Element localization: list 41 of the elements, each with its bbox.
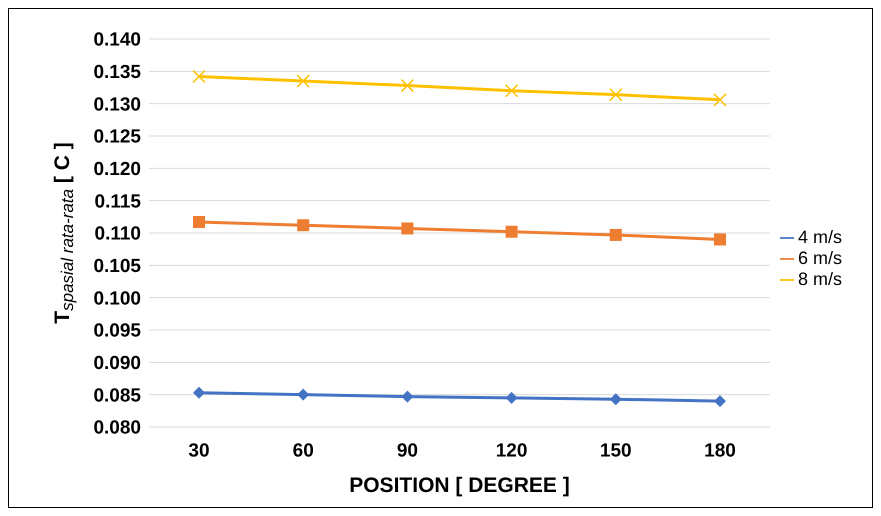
x-tick-label: 180 xyxy=(704,440,736,462)
y-tick-label: 0.095 xyxy=(93,320,142,342)
y-tick-label: 0.115 xyxy=(94,191,142,212)
x-tick-label: 120 xyxy=(496,440,528,462)
y-tick-label: 0.105 xyxy=(93,256,142,278)
y-tick-label: 0.130 xyxy=(93,94,141,116)
x-tick-label: 60 xyxy=(292,440,314,462)
y-tick-label: 0.080 xyxy=(93,418,141,439)
y-tick-label: 0.120 xyxy=(93,159,141,180)
point xyxy=(400,78,414,92)
point xyxy=(297,219,310,232)
point xyxy=(504,84,518,98)
point xyxy=(610,393,622,406)
legend-label: 8 m/s xyxy=(798,268,842,288)
point xyxy=(401,390,414,403)
point xyxy=(192,70,206,84)
x-tick-label: 90 xyxy=(396,440,418,462)
point xyxy=(193,386,205,399)
point xyxy=(296,74,310,88)
y-tick-label: 0.085 xyxy=(93,385,142,406)
point xyxy=(609,88,623,102)
point xyxy=(714,395,726,408)
point xyxy=(297,388,310,401)
y-tick-label: 0.110 xyxy=(94,224,141,245)
x-axis-title: POSITION [ DEGREE ] xyxy=(349,474,570,497)
y-tick-label: 0.140 xyxy=(93,30,141,51)
point xyxy=(714,233,726,246)
point xyxy=(610,228,622,241)
point xyxy=(401,222,414,234)
point xyxy=(506,226,518,238)
y-tick-label: 0.100 xyxy=(93,288,141,310)
point xyxy=(193,216,205,228)
x-tick-label: 150 xyxy=(600,440,632,462)
y-tick-label: 0.125 xyxy=(93,126,142,148)
y-tick-label: 0.135 xyxy=(93,62,142,84)
x-tick-label: 30 xyxy=(188,440,210,462)
legend-label: 4 m/s xyxy=(798,226,842,246)
point xyxy=(506,392,518,404)
y-tick-label: 0.090 xyxy=(93,353,141,374)
legend-label: 6 m/s xyxy=(798,248,842,268)
point xyxy=(713,93,727,107)
